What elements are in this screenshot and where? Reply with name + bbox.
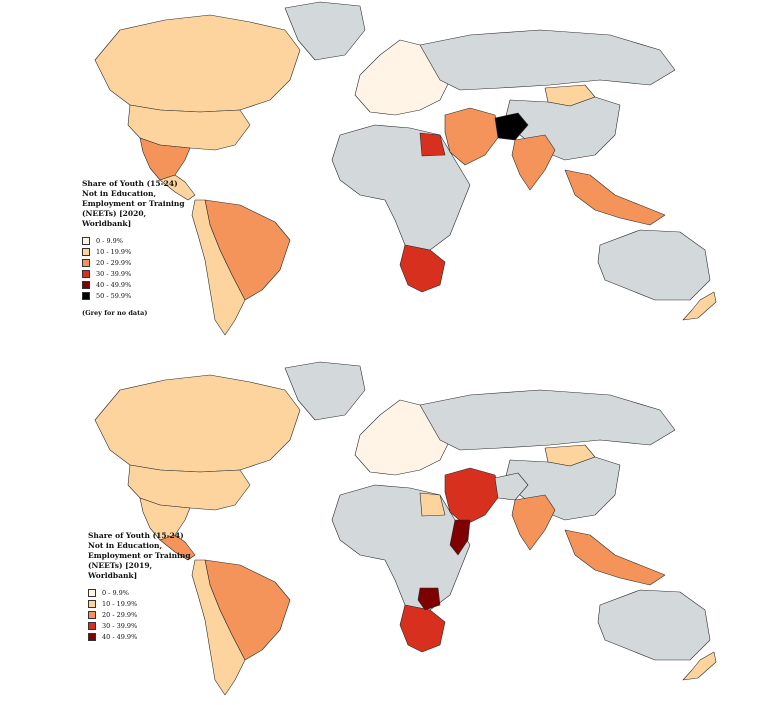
- legend-item: 10 - 19.9%: [88, 598, 198, 609]
- region-somalia: [449, 519, 471, 556]
- legend-label: 30 - 39.9%: [102, 621, 138, 630]
- region-greenland: [284, 361, 366, 421]
- region-egypt: [419, 492, 446, 517]
- region-southern-africa: [399, 604, 446, 653]
- legend-2019: Share of Youth (15-24) Not in Education,…: [88, 531, 198, 642]
- region-russia: [419, 29, 676, 91]
- region-middle-east: [444, 107, 501, 166]
- legend-swatch: [82, 236, 90, 245]
- region-new-zealand: [682, 291, 717, 321]
- region-greenland: [284, 1, 366, 61]
- map-2020: Share of Youth (15-24) Not in Education,…: [0, 0, 780, 345]
- legend-item: 30 - 39.9%: [82, 268, 192, 279]
- legend-note: (Grey for no data): [82, 309, 148, 317]
- legend-label: 0 - 9.9%: [96, 236, 123, 245]
- region-middle-east: [444, 467, 501, 526]
- region-southern-africa: [399, 244, 446, 293]
- region-australia: [597, 589, 711, 661]
- world-map-2020: [94, 1, 717, 336]
- region-russia: [419, 389, 676, 451]
- region-india: [511, 494, 556, 551]
- legend-item: 10 - 19.9%: [82, 246, 192, 257]
- legend-swatch: [82, 280, 90, 289]
- legend-title: Share of Youth (15-24) Not in Education,…: [88, 531, 191, 580]
- region-africa-main: [331, 124, 471, 251]
- legend-swatch: [88, 621, 96, 630]
- legend-swatch: [82, 247, 90, 256]
- legend-swatch: [88, 599, 96, 608]
- region-south-america-west: [191, 199, 246, 336]
- region-usa: [127, 104, 251, 151]
- region-canada: [94, 14, 301, 113]
- region-afghanistan: [494, 112, 529, 141]
- region-australia: [597, 229, 711, 301]
- region-afghanistan: [494, 472, 529, 501]
- legend-item: 30 - 39.9%: [88, 620, 198, 631]
- legend-label: 50 - 59.9%: [96, 291, 132, 300]
- legend-label: 10 - 19.9%: [96, 247, 132, 256]
- legend-item: 0 - 9.9%: [82, 235, 192, 246]
- region-south-america-west: [191, 559, 246, 696]
- legend-swatch: [88, 610, 96, 619]
- legend-swatch: [82, 258, 90, 267]
- legend-swatch: [88, 632, 96, 641]
- region-usa: [127, 464, 251, 511]
- legend-label: 0 - 9.9%: [102, 588, 129, 597]
- legend-label: 30 - 39.9%: [96, 269, 132, 278]
- region-southeast-asia: [564, 529, 666, 586]
- region-egypt: [419, 132, 446, 157]
- map-2019: Share of Youth (15-24) Not in Education,…: [0, 360, 780, 705]
- legend-swatch: [88, 588, 96, 597]
- world-map-2019: [94, 361, 717, 696]
- region-central-america: [159, 174, 196, 201]
- legend-swatch: [82, 269, 90, 278]
- legend-item: 20 - 29.9%: [82, 257, 192, 268]
- legend-label: 10 - 19.9%: [102, 599, 138, 608]
- legend-item: 50 - 59.9%: [82, 290, 192, 301]
- legend-label: 20 - 29.9%: [96, 258, 132, 267]
- legend-item: 40 - 49.9%: [82, 279, 192, 290]
- region-southeast-asia: [564, 169, 666, 226]
- legend-label: 40 - 49.9%: [102, 632, 138, 641]
- legend-2020: Share of Youth (15-24) Not in Education,…: [82, 179, 192, 317]
- region-canada: [94, 374, 301, 473]
- legend-label: 20 - 29.9%: [102, 610, 138, 619]
- legend-title: Share of Youth (15-24) Not in Education,…: [82, 179, 185, 228]
- legend-item: 40 - 49.9%: [88, 631, 198, 642]
- region-europe: [354, 39, 451, 116]
- legend-item: 0 - 9.9%: [88, 587, 198, 598]
- region-europe: [354, 399, 451, 476]
- region-central-america: [159, 534, 196, 561]
- region-india: [511, 134, 556, 191]
- legend-item: 20 - 29.9%: [88, 609, 198, 620]
- region-zimbabwe: [417, 587, 441, 611]
- legend-swatch: [82, 291, 90, 300]
- region-new-zealand: [682, 651, 717, 681]
- legend-label: 40 - 49.9%: [96, 280, 132, 289]
